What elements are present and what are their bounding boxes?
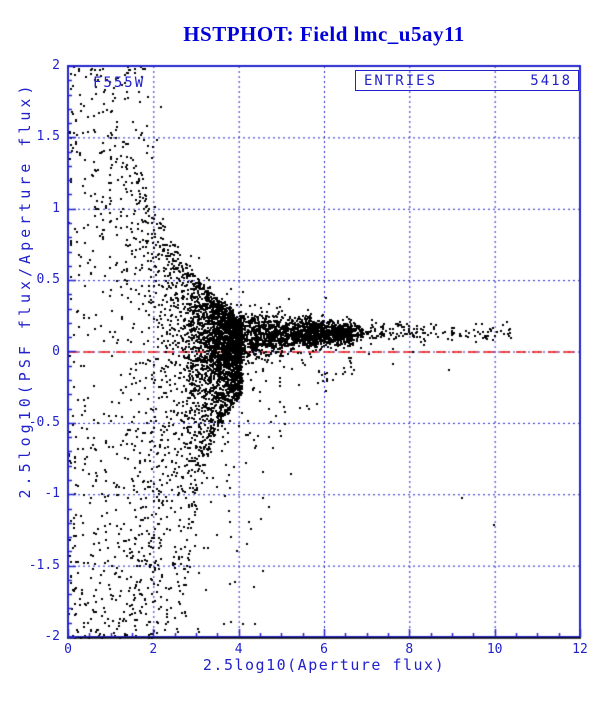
y-tick-label: 2	[52, 58, 60, 73]
x-tick-label: 6	[320, 642, 328, 657]
y-tick-label: 0	[52, 343, 60, 359]
y-tick-label: 1.5	[36, 129, 60, 145]
page-title: HSTPHOT: Field lmc_u5ay11	[183, 22, 465, 46]
y-tick-label: 0.5	[36, 272, 60, 288]
y-tick-label: 1	[52, 200, 60, 216]
filter-label: F555W	[93, 75, 146, 91]
entries-label: ENTRIES	[364, 72, 438, 89]
entries-stats-box: ENTRIES 5418	[355, 70, 579, 91]
x-tick-label: 8	[405, 642, 414, 657]
x-axis-label: 2.5log10(Aperture flux)	[202, 656, 446, 674]
x-tick-label: 12	[572, 642, 588, 657]
y-tick-label: -1.5	[28, 557, 60, 573]
y-tick-label: -1	[44, 486, 60, 502]
y-tick-label: -2	[44, 629, 60, 644]
x-tick-label: 2	[149, 642, 158, 657]
x-tick-label: 4	[234, 642, 243, 657]
entries-value: 5418	[530, 72, 572, 89]
x-tick-label: 0	[64, 642, 72, 657]
x-tick-label: 10	[486, 642, 503, 657]
y-tick-label: -0.5	[28, 414, 60, 430]
